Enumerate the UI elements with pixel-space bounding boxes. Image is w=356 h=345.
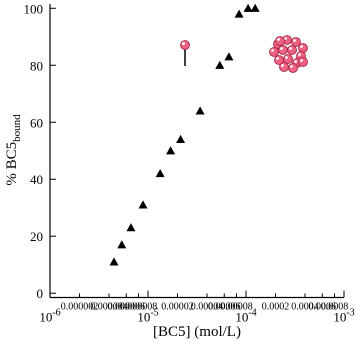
sphere [287,45,297,55]
x-tick-label: 0.000004 [90,302,128,313]
marker [224,52,234,61]
sphere-highlight [284,37,287,40]
x-tick-label: 0.000008 [120,302,158,313]
marker [250,3,260,12]
marker [215,60,225,69]
x-tick-label: 0.000002 [61,302,99,313]
y-tick-label: 100 [24,1,44,16]
y-label-main: % BC5 [4,142,20,186]
sphere [288,63,298,73]
sphere [275,36,285,46]
sphere-highlight [280,47,283,50]
sphere [283,54,293,64]
sphere-highlight [293,39,296,42]
marker [117,240,127,249]
x-axis-label: [BC5] (mol/L) [153,324,241,340]
marker [234,9,244,18]
sphere-highlight [290,65,293,68]
marker [195,106,205,115]
x-tick-label: 0.00008 [220,302,253,313]
sphere-highlight [271,49,274,52]
sphere-highlight [276,57,279,60]
x-tick-label: 0.00002 [161,302,194,313]
aggregate-icon [269,35,308,73]
marker [166,146,176,155]
sphere-highlight [289,47,292,50]
sphere-highlight [285,56,288,59]
marker [155,169,165,178]
y-axis-label: % BC5bound [4,114,23,186]
sphere-highlight [300,59,303,62]
y-tick-label: 20 [30,229,43,244]
sphere [278,45,288,55]
x-tick-label: 0.0006 [309,302,337,313]
y-label-sub: bound [11,114,23,142]
x-tick-label: 0.0008 [321,302,349,313]
y-tick-label: 60 [30,115,43,130]
sphere-highlight [300,45,303,48]
x-tick-label: 0.0002 [262,302,290,313]
marker [109,257,119,266]
sphere-highlight [298,53,301,56]
marker [138,200,148,209]
x-tick-label: 10-6 [39,308,60,325]
sphere [269,47,279,57]
y-tick-label: 0 [37,286,44,301]
y-tick-label: 40 [30,172,43,187]
x-tick-label: 10-4 [235,308,256,325]
marker [243,3,253,12]
x-tick-label: 0.00004 [191,302,224,313]
sphere-highlight [294,60,297,63]
x-tick-label: 0.0004 [291,302,319,313]
x-tick-label: 10-5 [137,308,158,325]
x-tick-label: 0.00006 [208,302,241,313]
monomer-icon [180,40,190,66]
sphere [298,43,308,53]
sphere [298,57,308,67]
sphere-highlight [281,64,284,67]
x-tick-label: 10-3 [333,308,354,325]
x-tick-label: 0.000006 [108,302,146,313]
sphere-highlight [277,38,280,41]
marker [176,134,186,143]
marker [126,223,136,232]
sphere [279,62,289,72]
y-tick-label: 80 [30,58,43,73]
